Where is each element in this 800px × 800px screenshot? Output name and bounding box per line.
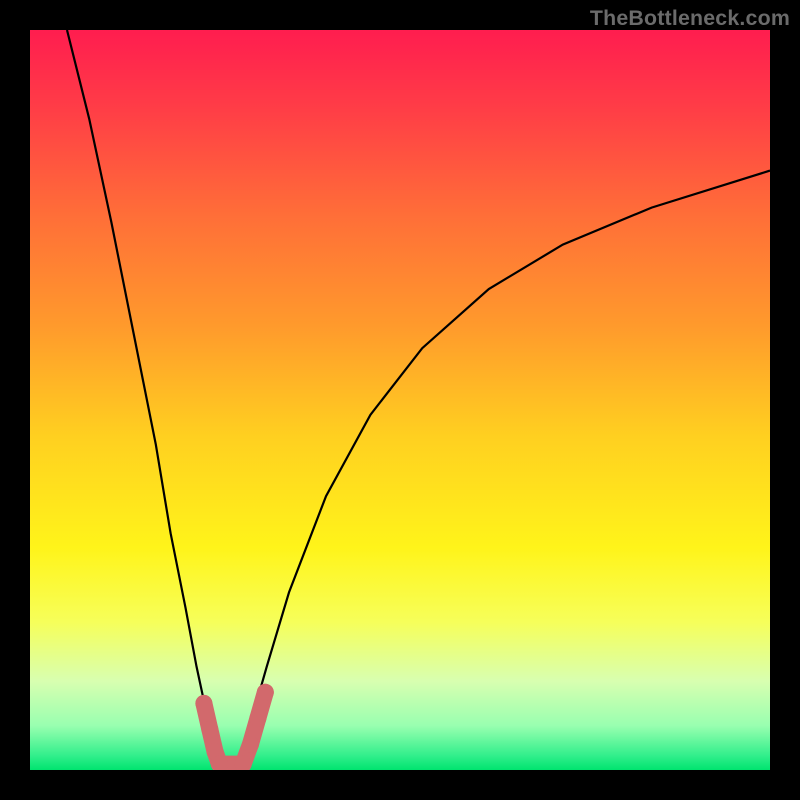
marker-dot <box>249 710 266 727</box>
bottleneck-curve <box>67 30 770 770</box>
marker-dot <box>242 736 259 753</box>
chart-frame: TheBottleneck.com <box>0 0 800 800</box>
marker-dot <box>257 684 274 701</box>
watermark-text: TheBottleneck.com <box>590 6 790 31</box>
plot-area <box>30 30 770 770</box>
marker-dot <box>195 695 212 712</box>
curve-layer <box>30 30 770 770</box>
marker-dot <box>201 721 218 738</box>
